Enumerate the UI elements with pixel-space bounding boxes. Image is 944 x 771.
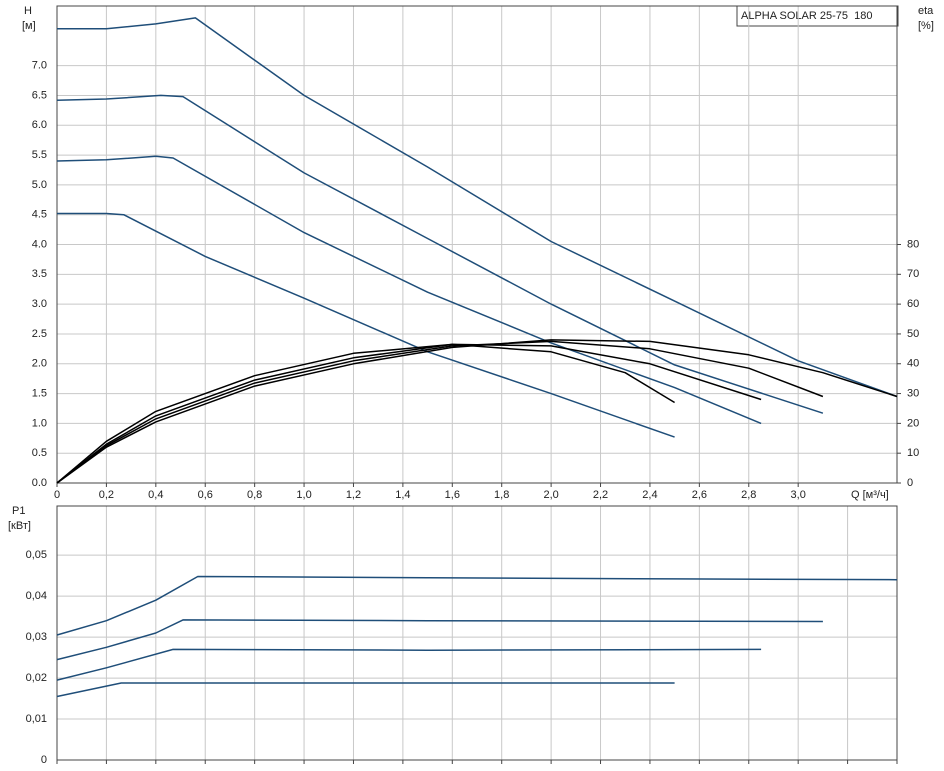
y-tick-label: 1.5 [32, 387, 47, 399]
y-label: H [24, 5, 32, 17]
y2-tick-label: 50 [907, 328, 919, 340]
y-tick-label: 2.0 [32, 358, 47, 370]
curve [56, 339, 898, 484]
x-tick-label: 3,0 [791, 489, 806, 501]
y2-tick-label: 60 [907, 298, 919, 310]
curve [57, 17, 898, 398]
x-label: Q [м³/ч] [851, 489, 889, 501]
x-tick-label: 0,6 [198, 489, 213, 501]
y-tick-label: 1.0 [32, 417, 47, 429]
plot-frame [56, 5, 898, 484]
curve [57, 212, 675, 438]
y-tick-label: 5.0 [32, 179, 47, 191]
y-tick-label: 3.5 [32, 268, 47, 280]
curve [56, 619, 823, 661]
y-tick-label: 7.0 [32, 60, 47, 72]
y-tick-label: 0.5 [32, 447, 47, 459]
x-tick-label: 0,4 [148, 489, 163, 501]
y-unit: [кВт] [8, 520, 31, 532]
plot-frame [56, 505, 898, 761]
x-tick-label: 1,4 [395, 489, 410, 501]
y-tick-label: 4.0 [32, 238, 47, 250]
x-tick-label: 2,8 [741, 489, 756, 501]
y2-label: eta [918, 5, 934, 17]
y2-tick-label: 70 [907, 268, 919, 280]
curve [56, 340, 824, 484]
x-tick-label: 0,2 [99, 489, 114, 501]
curve [56, 682, 675, 698]
chart-title: ALPHA SOLAR 25-75 180 [741, 10, 872, 22]
x-tick-label: 1,2 [346, 489, 361, 501]
y-tick-label: 0.0 [32, 477, 47, 489]
y-tick-label: 0,01 [26, 713, 47, 725]
y2-tick-label: 0 [907, 477, 913, 489]
x-tick-label: 1,8 [494, 489, 509, 501]
x-tick-label: 1,0 [296, 489, 311, 501]
curve [56, 94, 824, 414]
x-tick-label: 2,2 [593, 489, 608, 501]
x-tick-label: 2,6 [692, 489, 707, 501]
x-tick-label: 2,0 [543, 489, 558, 501]
y-tick-label: 0,04 [26, 590, 47, 602]
y-tick-label: 0,03 [26, 631, 47, 643]
y-tick-label: 2.5 [32, 328, 47, 340]
y2-tick-label: 20 [907, 417, 919, 429]
y2-tick-label: 40 [907, 358, 919, 370]
y-tick-label: 0,02 [26, 672, 47, 684]
curve [56, 648, 762, 681]
x-tick-label: 0 [54, 489, 60, 501]
y-tick-label: 6.5 [32, 89, 47, 101]
x-tick-label: 2,4 [642, 489, 657, 501]
curve [56, 575, 898, 636]
y-tick-label: 4.5 [32, 209, 47, 221]
y-tick-label: 6.0 [32, 119, 47, 131]
x-tick-label: 1,6 [445, 489, 460, 501]
y-tick-label: 0 [41, 754, 47, 766]
y-tick-label: 0,05 [26, 549, 47, 561]
y-tick-label: 5.5 [32, 149, 47, 161]
x-tick-label: 0,8 [247, 489, 262, 501]
y-tick-label: 3.0 [32, 298, 47, 310]
y2-unit: [%] [918, 20, 934, 32]
y2-tick-label: 30 [907, 387, 919, 399]
y-unit: [м] [22, 20, 36, 32]
y2-tick-label: 80 [907, 238, 919, 250]
y-label: P1 [12, 505, 25, 517]
curve [56, 155, 762, 425]
curve [56, 343, 675, 484]
curve [56, 343, 762, 484]
y2-tick-label: 10 [907, 447, 919, 459]
